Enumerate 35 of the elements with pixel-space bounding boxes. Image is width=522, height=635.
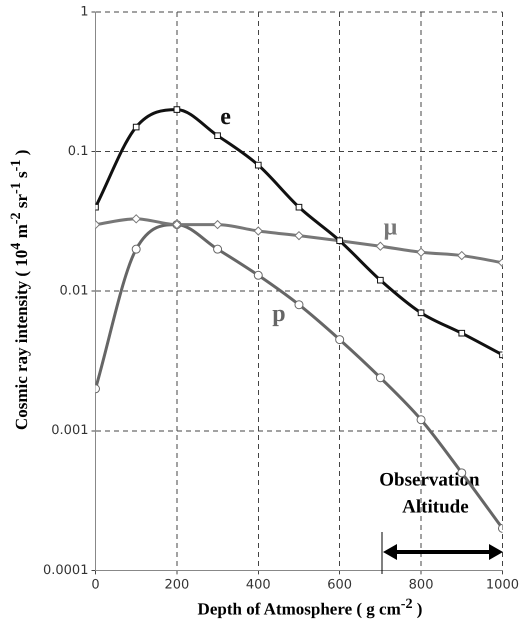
y-tick-label: 0.0001 — [42, 562, 88, 578]
y-tick-label: 0.001 — [51, 423, 88, 438]
x-tick-label: 400 — [246, 578, 271, 593]
point — [296, 204, 302, 210]
point — [416, 415, 426, 424]
y-tick-label: 1 — [80, 4, 88, 20]
y-tick-label: 0.1 — [68, 144, 88, 159]
point — [213, 244, 222, 254]
series-label: μ — [384, 214, 398, 240]
x-tick-label: 0 — [91, 578, 100, 593]
x-tick-label: 200 — [164, 578, 190, 593]
point — [376, 242, 385, 251]
point — [132, 124, 140, 130]
point — [377, 276, 384, 284]
point — [294, 300, 304, 310]
point — [418, 309, 424, 316]
point — [335, 335, 344, 344]
x-axis-title: Depth of Atmosphere ( g cm$^{-2}$ ) — [196, 596, 424, 620]
series-label: p — [272, 300, 286, 327]
point — [457, 251, 466, 260]
point — [458, 330, 466, 337]
x-tick-label: 800 — [408, 578, 434, 593]
point — [254, 270, 263, 280]
x-tick-label: 1000 — [486, 578, 520, 593]
point — [376, 373, 385, 382]
point — [254, 226, 263, 236]
y-tick-label: 0.01 — [60, 284, 88, 299]
point — [294, 231, 304, 240]
point — [132, 244, 141, 254]
x-tick-label: 600 — [327, 578, 352, 593]
point — [416, 248, 426, 257]
point — [174, 106, 180, 113]
point — [254, 162, 262, 168]
series-label: e — [220, 104, 232, 130]
point — [214, 132, 221, 140]
